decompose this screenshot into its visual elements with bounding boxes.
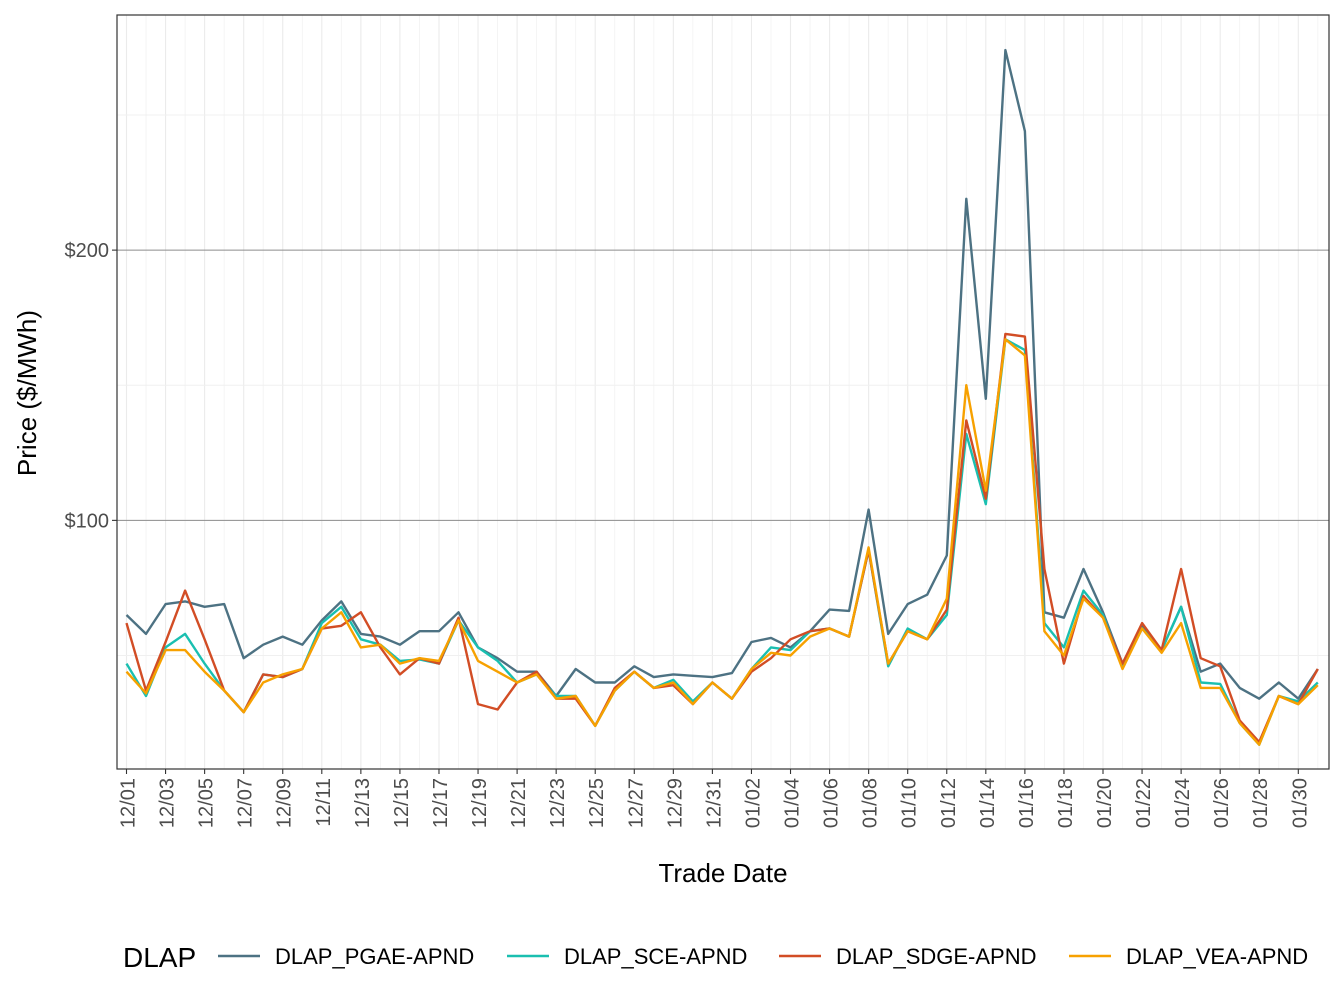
y-tick-label: $100 — [65, 510, 110, 532]
y-axis-title: Price ($/MWh) — [12, 310, 42, 476]
x-tick-label: 12/07 — [235, 778, 257, 828]
x-axis-title: Trade Date — [658, 858, 787, 888]
x-tick-label: 01/24 — [1172, 778, 1194, 828]
x-tick-label: 01/04 — [782, 778, 804, 828]
x-tick-label: 01/06 — [821, 778, 843, 828]
x-tick-label: 12/03 — [157, 778, 179, 828]
x-tick-label: 01/08 — [860, 778, 882, 828]
x-tick-label: 01/10 — [899, 778, 921, 828]
x-tick-label: 12/11 — [313, 778, 335, 827]
x-tick-label: 12/19 — [469, 778, 491, 828]
x-tick-label: 12/17 — [430, 778, 452, 828]
x-tick-label: 12/21 — [508, 778, 530, 828]
x-tick-label: 01/12 — [938, 778, 960, 828]
legend: DLAP DLAP_PGAE-APND DLAP_SCE-APND DLAP_SDG… — [123, 942, 1308, 973]
series-line-DLAP_VEA-APND — [125, 338, 1319, 746]
x-tick-label: 01/18 — [1055, 778, 1077, 828]
x-tick-label: 12/13 — [352, 778, 374, 828]
x-tick-label: 12/15 — [391, 778, 413, 828]
x-tick-label: 12/27 — [625, 778, 647, 828]
legend-title: DLAP — [123, 942, 196, 973]
x-tick-label: 01/20 — [1094, 778, 1116, 828]
x-tick-label: 01/22 — [1133, 778, 1155, 828]
x-tick-label: 12/25 — [586, 778, 608, 828]
x-tick-label: 12/01 — [118, 778, 140, 828]
x-tick-label: 12/05 — [196, 778, 218, 828]
x-axis: 12/01 12/03 12/05 12/07 12/09 12/11 12/13 12/15… — [118, 769, 1311, 828]
series-lines — [125, 48, 1319, 746]
legend-label-DLAP_PGAE-APND: DLAP_PGAE-APND — [275, 944, 474, 969]
x-tick-label: 12/09 — [274, 778, 296, 828]
y-tick-label: $200 — [65, 240, 110, 262]
x-tick-label: 01/26 — [1211, 778, 1233, 828]
legend-label-DLAP_SCE-APND: DLAP_SCE-APND — [564, 944, 747, 969]
plot-panel-background — [117, 15, 1329, 769]
y-gridlines — [117, 114, 1329, 656]
x-tick-label: 01/28 — [1250, 778, 1272, 828]
x-tick-label: 01/14 — [977, 778, 999, 828]
x-tick-label: 12/31 — [703, 778, 725, 828]
x-tick-label: 12/29 — [664, 778, 686, 828]
major-x-gridlines — [125, 15, 1299, 769]
plot-panel-border — [116, 14, 1330, 770]
legend-label-DLAP_VEA-APND: DLAP_VEA-APND — [1126, 944, 1308, 969]
x-tick-label: 12/23 — [547, 778, 569, 828]
x-tick-label: 01/30 — [1289, 778, 1311, 828]
x-tick-label: 01/02 — [742, 778, 764, 828]
y-axis: $100 $200 — [65, 240, 117, 532]
legend-label-DLAP_SDGE-APND: DLAP_SDGE-APND — [836, 944, 1037, 969]
x-tick-label: 01/16 — [1016, 778, 1038, 828]
